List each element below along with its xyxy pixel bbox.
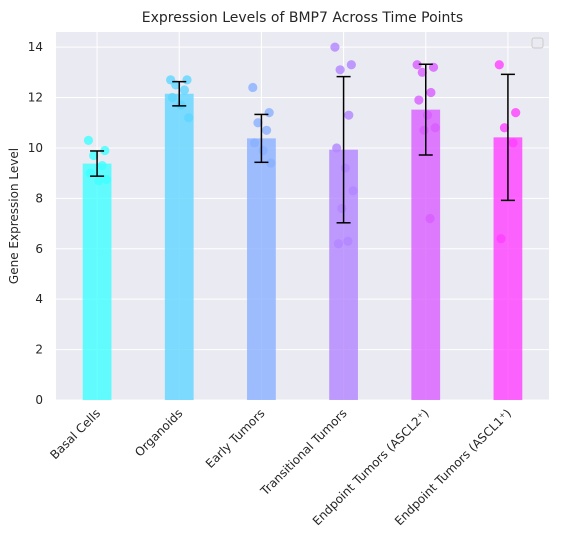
data-point	[412, 60, 422, 70]
x-tick-label: Organoids	[132, 406, 185, 459]
data-point	[348, 186, 358, 196]
x-tick-label: Transitional Tumors	[257, 406, 350, 499]
error-bar	[254, 113, 269, 164]
data-point	[414, 95, 424, 105]
data-point	[332, 143, 342, 153]
y-tick-label: 0	[35, 393, 43, 407]
data-point	[422, 110, 433, 120]
data-point	[508, 138, 518, 148]
y-tick-label: 10	[28, 141, 43, 155]
data-point	[337, 203, 347, 214]
error-bar	[336, 75, 351, 224]
data-point	[249, 138, 260, 148]
data-point	[511, 108, 521, 118]
bar	[164, 93, 194, 401]
data-point	[330, 42, 340, 52]
chart-title: Expression Levels of BMP7 Across Time Po…	[142, 10, 463, 26]
data-point	[94, 176, 104, 186]
data-point	[430, 123, 440, 133]
data-point	[344, 110, 354, 120]
error-bars	[90, 63, 515, 224]
legend	[531, 37, 544, 49]
data-point	[264, 108, 274, 118]
error-bar	[90, 150, 105, 177]
data-point	[261, 125, 272, 135]
plot-background	[56, 32, 549, 400]
data-point	[248, 82, 258, 93]
data-point	[346, 60, 356, 70]
data-point	[171, 80, 181, 90]
data-point	[97, 160, 107, 171]
data-point	[101, 174, 112, 185]
data-point	[258, 145, 268, 156]
data-point	[167, 92, 177, 103]
data-point	[83, 135, 94, 145]
data-point	[419, 125, 429, 135]
error-bar	[172, 80, 187, 107]
data-point	[417, 67, 427, 77]
error-bar	[500, 73, 515, 202]
x-tick-label: Early Tumors	[203, 406, 268, 471]
data-point	[340, 163, 350, 173]
y-tick-label: 2	[35, 343, 43, 357]
bar	[411, 109, 441, 400]
data-point	[184, 113, 194, 123]
data-point	[333, 239, 344, 249]
data-point	[425, 213, 435, 224]
data-point	[343, 236, 353, 246]
y-tick-label: 4	[35, 292, 43, 306]
y-tick-label: 12	[28, 91, 43, 105]
bar	[247, 138, 276, 400]
x-axis-ticks: Basal Cells Organoids Early TumorsTransiti…	[47, 406, 514, 528]
data-point	[494, 60, 504, 70]
y-axis-ticks: 0 2 4 6 8 10 12 14	[28, 40, 43, 407]
error-bar	[418, 63, 433, 156]
data-point	[176, 100, 186, 110]
y-tick-label: 14	[28, 40, 43, 54]
data-point	[266, 158, 276, 168]
data-point	[179, 85, 190, 95]
data-point	[253, 118, 263, 128]
data-point	[335, 65, 345, 75]
data-point	[182, 75, 192, 85]
x-tick-label: Basal Cells	[47, 406, 103, 462]
y-tick-label: 6	[35, 242, 43, 256]
bar	[82, 163, 112, 400]
data-point	[426, 87, 436, 98]
data-points	[83, 42, 521, 249]
data-point	[100, 145, 110, 156]
data-point	[89, 150, 99, 161]
y-tick-label: 8	[35, 191, 43, 205]
data-point	[499, 123, 510, 133]
y-axis-label: Gene Expression Level	[7, 148, 21, 284]
data-point	[496, 234, 506, 244]
